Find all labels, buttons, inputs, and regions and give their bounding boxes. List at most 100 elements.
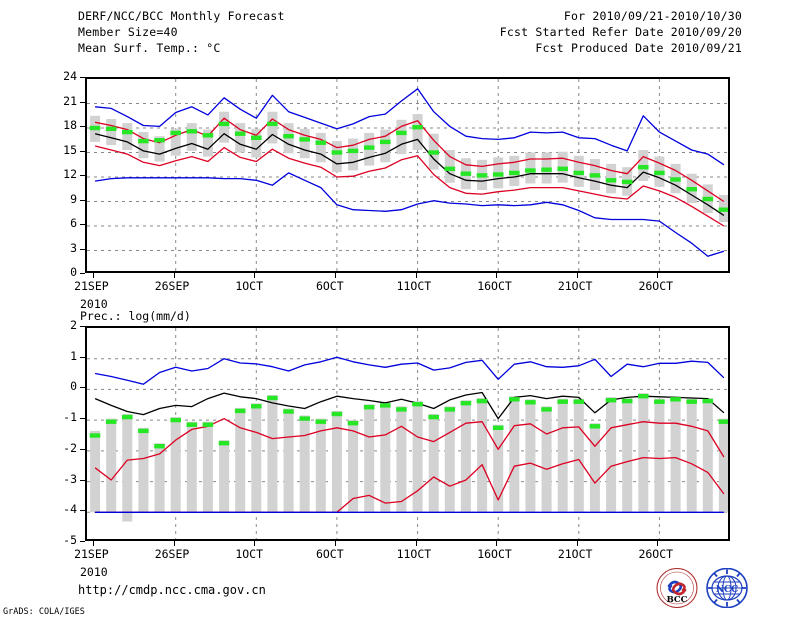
temperature-y-tick-label: 24 bbox=[63, 69, 77, 83]
precipitation-y-tick-mark bbox=[80, 326, 85, 327]
temperature-x-tick-mark bbox=[576, 273, 578, 278]
precipitation-y-tick-label: 2 bbox=[70, 318, 77, 332]
precipitation-x-tick-label: 11OCT bbox=[396, 547, 432, 561]
temperature-x-tick-mark bbox=[93, 273, 95, 278]
precipitation-y-tick-label: 1 bbox=[70, 348, 77, 363]
precipitation-x-tick-mark bbox=[415, 541, 417, 546]
precipitation-y-tick-mark bbox=[80, 448, 85, 450]
temperature-x-tick-mark bbox=[496, 273, 498, 278]
temperature-plot-frame bbox=[85, 77, 730, 273]
temperature-y-tick-label: 9 bbox=[70, 191, 77, 206]
temperature-y-tick-mark bbox=[80, 224, 85, 225]
precipitation-median-marks bbox=[89, 394, 728, 449]
temperature-y-tick-mark bbox=[80, 273, 85, 274]
precipitation-title: Prec.: log(mm/d) bbox=[80, 309, 191, 323]
temperature-x-tick-mark bbox=[657, 273, 659, 278]
website-url[interactable]: http://cmdp.ncc.cma.gov.cn bbox=[78, 583, 266, 597]
temp-units-label: Mean Surf. Temp.: °C bbox=[78, 41, 221, 55]
precipitation-x-tick-label: 1OCT bbox=[235, 547, 264, 561]
precipitation-x-tick-mark bbox=[173, 541, 175, 546]
precipitation-x-tick-mark bbox=[334, 541, 336, 546]
temperature-x-tick-label: 21SEP bbox=[74, 279, 109, 293]
forecast-period: For 2010/09/21-2010/10/30 bbox=[563, 9, 742, 23]
svg-text:NCC: NCC bbox=[716, 585, 739, 595]
product-title: DERF/NCC/BCC Monthly Forecast bbox=[78, 9, 285, 23]
precipitation-spread-bars bbox=[90, 393, 728, 522]
temperature-y-tick-label: 12 bbox=[63, 167, 77, 181]
header-right-block: For 2010/09/21-2010/10/30 Fcst Started R… bbox=[500, 8, 742, 56]
grads-credit: GrADS: COLA/IGES bbox=[3, 607, 85, 617]
temperature-x-tick-label: 26SEP bbox=[154, 279, 190, 293]
precipitation-y-tick-label: -3 bbox=[63, 471, 77, 486]
member-size: Member Size=40 bbox=[78, 25, 178, 39]
temperature-x-tick-mark bbox=[254, 273, 256, 278]
precipitation-y-tick-label: -4 bbox=[63, 502, 77, 517]
precipitation-y-tick-label: -5 bbox=[63, 533, 77, 547]
precipitation-series-line bbox=[94, 417, 725, 481]
temperature-y-tick-mark bbox=[80, 101, 85, 103]
fcst-produced-date: Fcst Produced Date 2010/09/21 bbox=[535, 41, 742, 55]
temperature-x-tick-label: 16OCT bbox=[477, 279, 512, 293]
svg-text:BCC: BCC bbox=[667, 595, 688, 605]
temperature-x-tick-mark bbox=[415, 273, 417, 278]
temperature-y-tick-mark bbox=[80, 248, 85, 250]
precipitation-plot-frame bbox=[85, 326, 730, 541]
precipitation-x-tick-label: 21SEP bbox=[74, 547, 109, 561]
temperature-x-tick-label: 26OCT bbox=[638, 279, 674, 293]
header: DERF/NCC/BCC Monthly Forecast Member Siz… bbox=[0, 8, 800, 68]
precipitation-plot-area bbox=[87, 328, 728, 539]
temperature-x-tick-label: 1OCT bbox=[235, 279, 264, 293]
temperature-y-tick-label: 6 bbox=[70, 216, 77, 230]
temperature-y-tick-mark bbox=[80, 199, 85, 201]
temperature-x-tick-mark bbox=[334, 273, 336, 278]
ncc-logo: NCC bbox=[706, 567, 748, 609]
precipitation-y-tick-mark bbox=[80, 479, 85, 481]
temperature-series-line bbox=[95, 88, 725, 166]
precipitation-series-line bbox=[94, 356, 725, 385]
temperature-y-tick-mark bbox=[80, 126, 85, 127]
temperature-y-tick-label: 0 bbox=[70, 265, 77, 279]
temperature-y-tick-mark bbox=[80, 77, 85, 78]
temperature-series-line bbox=[94, 117, 725, 203]
precipitation-x-tick-mark bbox=[496, 541, 498, 546]
precipitation-y-tick-mark bbox=[80, 541, 85, 542]
precipitation-x-tick-label: 16OCT bbox=[477, 547, 512, 561]
precipitation-y-tick-mark bbox=[80, 387, 85, 389]
bcc-logo: BCC bbox=[656, 567, 698, 609]
temperature-x-tick-mark bbox=[173, 273, 175, 278]
precipitation-x-tick-label: 21OCT bbox=[557, 547, 593, 561]
precipitation-series-line bbox=[94, 391, 725, 420]
precipitation-y-tick-label: -1 bbox=[63, 410, 77, 425]
temperature-x-tick-label: 11OCT bbox=[396, 279, 432, 293]
temperature-panel: 0 3 6 9 12 15 18 21 24 21SEP 26SEP 1OCT 6OCT 11OCT 16… bbox=[0, 0, 800, 311]
precipitation-x-tick-mark bbox=[576, 541, 578, 546]
temperature-series-line bbox=[95, 172, 725, 257]
temperature-y-tick-mark bbox=[80, 175, 85, 176]
temperature-y-tick-label: 15 bbox=[63, 142, 77, 157]
precipitation-x-tick-label: 26OCT bbox=[638, 547, 674, 561]
precipitation-y-tick-mark bbox=[80, 510, 85, 512]
precipitation-x-tick-label: 26SEP bbox=[154, 547, 190, 561]
precipitation-x-tick-mark bbox=[254, 541, 256, 546]
temperature-x-tick-label: 6OCT bbox=[315, 279, 344, 293]
temperature-series-line bbox=[94, 133, 725, 216]
precipitation-y-tick-mark bbox=[80, 418, 85, 420]
agency-logos: BCC bbox=[656, 567, 752, 609]
temperature-y-tick-label: 21 bbox=[63, 93, 77, 108]
precipitation-x-tick-mark bbox=[93, 541, 95, 546]
precipitation-axis-year: 2010 bbox=[80, 565, 108, 579]
temperature-axis-year: 2010 bbox=[80, 297, 108, 311]
temperature-x-tick-label: 21OCT bbox=[557, 279, 593, 293]
fcst-started-refer-date: Fcst Started Refer Date 2010/09/20 bbox=[499, 25, 742, 39]
temperature-median-marks bbox=[89, 121, 728, 212]
temperature-plot-area bbox=[87, 79, 728, 271]
precipitation-x-tick-label: 6OCT bbox=[315, 547, 344, 561]
precipitation-x-tick-mark bbox=[657, 541, 659, 546]
temperature-series-line bbox=[94, 145, 725, 227]
header-left-block: DERF/NCC/BCC Monthly Forecast Member Siz… bbox=[78, 8, 285, 56]
precipitation-y-tick-label: 0 bbox=[70, 379, 77, 394]
temperature-y-tick-label: 3 bbox=[70, 240, 77, 255]
precipitation-y-tick-mark bbox=[80, 356, 85, 358]
